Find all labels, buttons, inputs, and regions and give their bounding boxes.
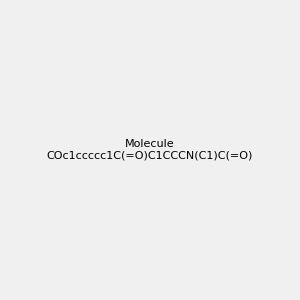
Text: Molecule
COc1ccccc1C(=O)C1CCCN(C1)C(=O): Molecule COc1ccccc1C(=O)C1CCCN(C1)C(=O) (47, 139, 253, 161)
